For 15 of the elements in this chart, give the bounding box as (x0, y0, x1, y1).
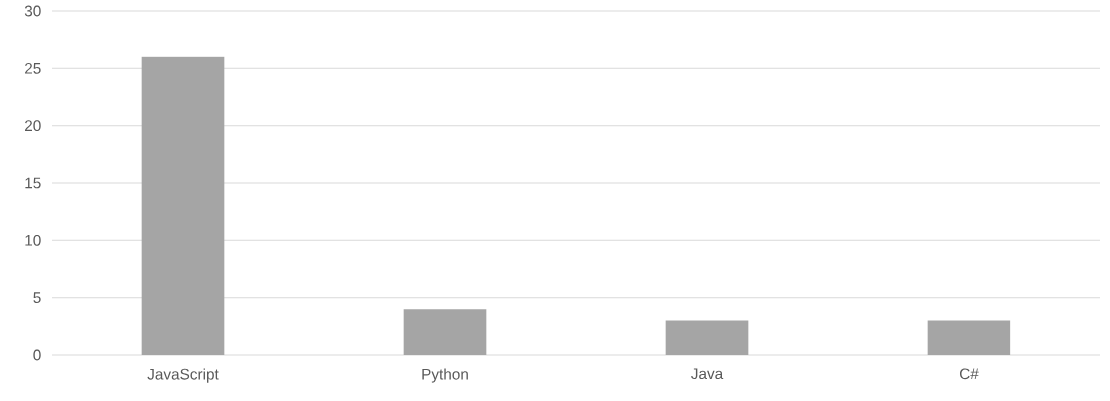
y-tick-label: 25 (25, 62, 41, 74)
bar (141, 56, 225, 355)
y-tick-label: 30 (24, 5, 41, 17)
x-tick-label: C# (959, 368, 979, 380)
y-tick-label: 15 (25, 177, 41, 189)
y-tick-label: 10 (25, 234, 41, 246)
y-tick-label: 5 (33, 292, 41, 304)
bar (403, 309, 487, 355)
x-tick-label: Java (691, 368, 724, 380)
y-tick-label: 20 (25, 120, 41, 132)
x-tick-label: JavaScript (147, 368, 219, 383)
bar (665, 320, 749, 355)
y-tick-label: 0 (33, 349, 41, 361)
x-tick-label: Python (422, 368, 468, 383)
bar (927, 320, 1011, 355)
